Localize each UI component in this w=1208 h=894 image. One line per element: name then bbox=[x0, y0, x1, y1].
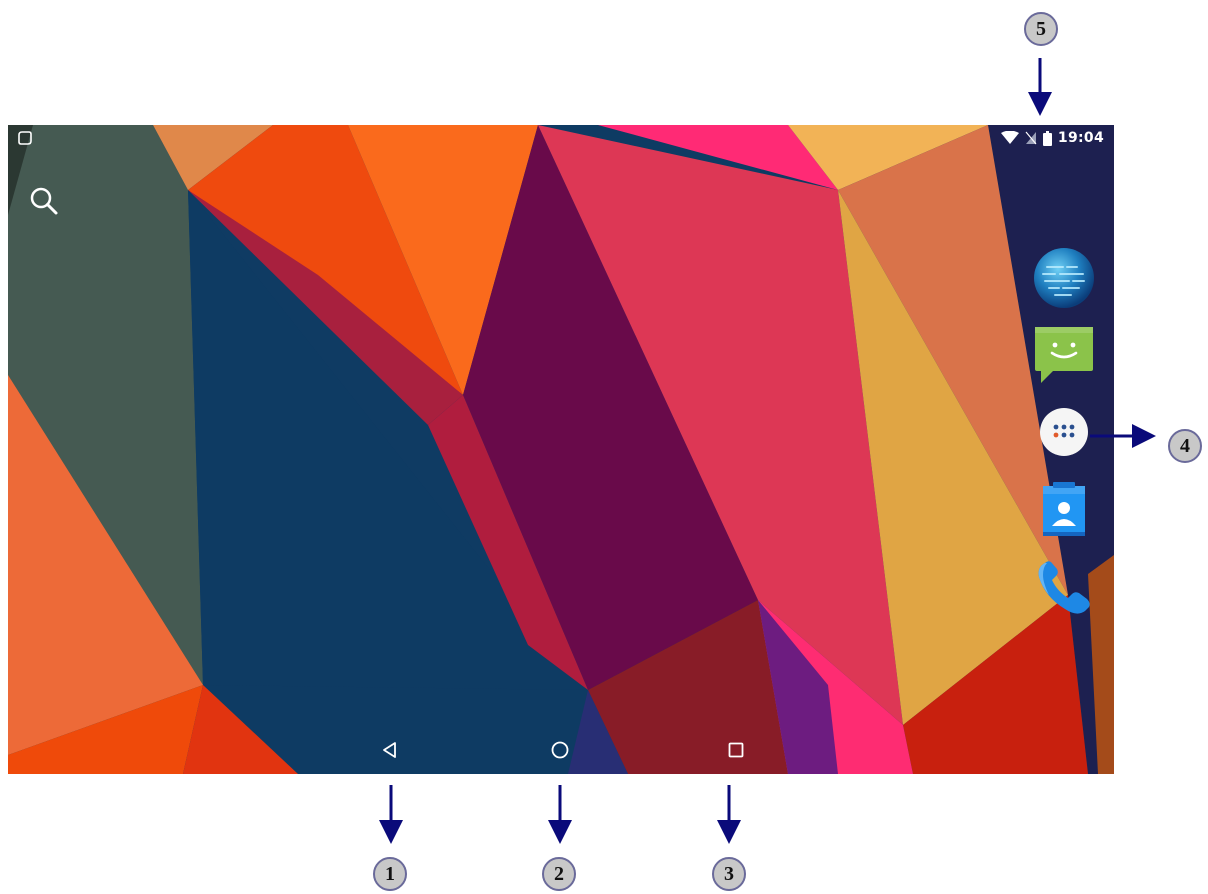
status-bar: 19:04 bbox=[8, 125, 1114, 151]
wifi-icon bbox=[1000, 131, 1019, 144]
home-screen: 19:04 bbox=[8, 125, 1114, 774]
status-time: 19:04 bbox=[1057, 130, 1104, 146]
app-drawer-icon bbox=[1040, 408, 1088, 456]
phone-icon bbox=[1038, 561, 1090, 614]
callout-2: 2 bbox=[542, 857, 576, 891]
recents-icon bbox=[728, 742, 744, 757]
callout-3: 3 bbox=[712, 857, 746, 891]
wallpaper bbox=[8, 125, 1114, 774]
dock-item-browser[interactable] bbox=[1030, 245, 1098, 311]
recents-button[interactable] bbox=[706, 725, 766, 774]
back-button[interactable] bbox=[360, 725, 420, 774]
callout-1: 1 bbox=[373, 857, 407, 891]
callout-4: 4 bbox=[1168, 429, 1202, 463]
back-icon bbox=[383, 741, 396, 758]
no-sim-icon bbox=[1025, 131, 1037, 145]
dock-item-phone[interactable] bbox=[1030, 555, 1098, 621]
app-drawer-button[interactable] bbox=[1030, 399, 1098, 465]
battery-icon bbox=[1042, 130, 1052, 146]
messaging-icon bbox=[1035, 327, 1093, 383]
home-icon bbox=[551, 741, 569, 758]
callout-5: 5 bbox=[1024, 12, 1058, 46]
contacts-icon bbox=[1043, 482, 1085, 536]
dock-item-contacts[interactable] bbox=[1030, 477, 1098, 543]
dock-item-messaging[interactable] bbox=[1030, 321, 1098, 387]
home-button[interactable] bbox=[530, 725, 590, 774]
browser-globe-icon bbox=[1034, 248, 1094, 308]
navigation-bar bbox=[8, 725, 1114, 774]
search-icon bbox=[30, 187, 58, 215]
status-icons: 19:04 bbox=[1000, 129, 1104, 147]
search-button[interactable] bbox=[28, 185, 62, 219]
notification-icon bbox=[18, 131, 32, 145]
